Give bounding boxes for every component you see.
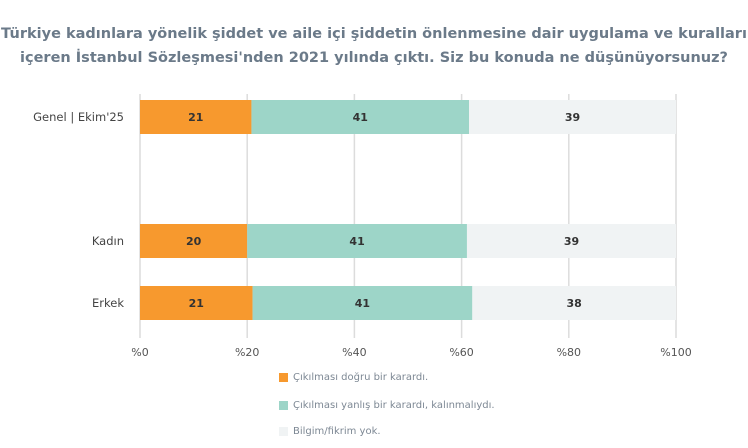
data-label: 39 — [565, 111, 580, 124]
bar-segment — [251, 100, 470, 134]
legend-swatch — [279, 401, 288, 410]
bar-segment — [472, 286, 676, 320]
legend-item-1: Çıkılması doğru bir karardı. — [279, 372, 428, 383]
title-line-2: içeren İstanbul Sözleşmesi'nden 2021 yıl… — [20, 50, 728, 66]
x-tick-label: %20 — [235, 346, 259, 359]
legend-swatch — [279, 373, 288, 382]
legend-label: Bilgim/fikrim yok. — [293, 426, 381, 437]
bar-segment — [247, 224, 467, 258]
category-label: Kadın — [92, 234, 124, 248]
bar-segment — [140, 100, 252, 134]
x-tick-label: %40 — [342, 346, 366, 359]
x-tick-label: %80 — [557, 346, 581, 359]
legend-swatch — [279, 427, 288, 436]
data-label: 20 — [186, 235, 202, 248]
chart-title: Türkiye kadınlara yönelik şiddet ve aile… — [0, 22, 748, 70]
legend-item-2: Çıkılması yanlış bir karardı, kalınmalıy… — [279, 400, 495, 411]
x-tick-label: %0 — [131, 346, 148, 359]
data-label: 38 — [567, 297, 582, 310]
data-label: 41 — [355, 297, 370, 310]
x-tick-label: %60 — [449, 346, 473, 359]
data-label: 41 — [353, 111, 368, 124]
data-label: 21 — [189, 297, 204, 310]
bar-segment — [466, 224, 676, 258]
data-label: 39 — [564, 235, 579, 248]
bar-segment — [252, 286, 473, 320]
legend-item-3: Bilgim/fikrim yok. — [279, 426, 381, 437]
x-tick-label: %100 — [660, 346, 691, 359]
legend-label: Çıkılması yanlış bir karardı, kalınmalıy… — [293, 400, 495, 411]
category-label: Genel | Ekim'25 — [33, 110, 124, 124]
bar-segment — [140, 286, 253, 320]
data-label: 21 — [188, 111, 203, 124]
data-label: 41 — [349, 235, 364, 248]
bar-segment — [140, 224, 248, 258]
legend-label: Çıkılması doğru bir karardı. — [293, 372, 429, 383]
bar-segment — [469, 100, 676, 134]
category-label: Erkek — [92, 296, 124, 310]
title-line-1: Türkiye kadınlara yönelik şiddet ve aile… — [1, 26, 747, 42]
